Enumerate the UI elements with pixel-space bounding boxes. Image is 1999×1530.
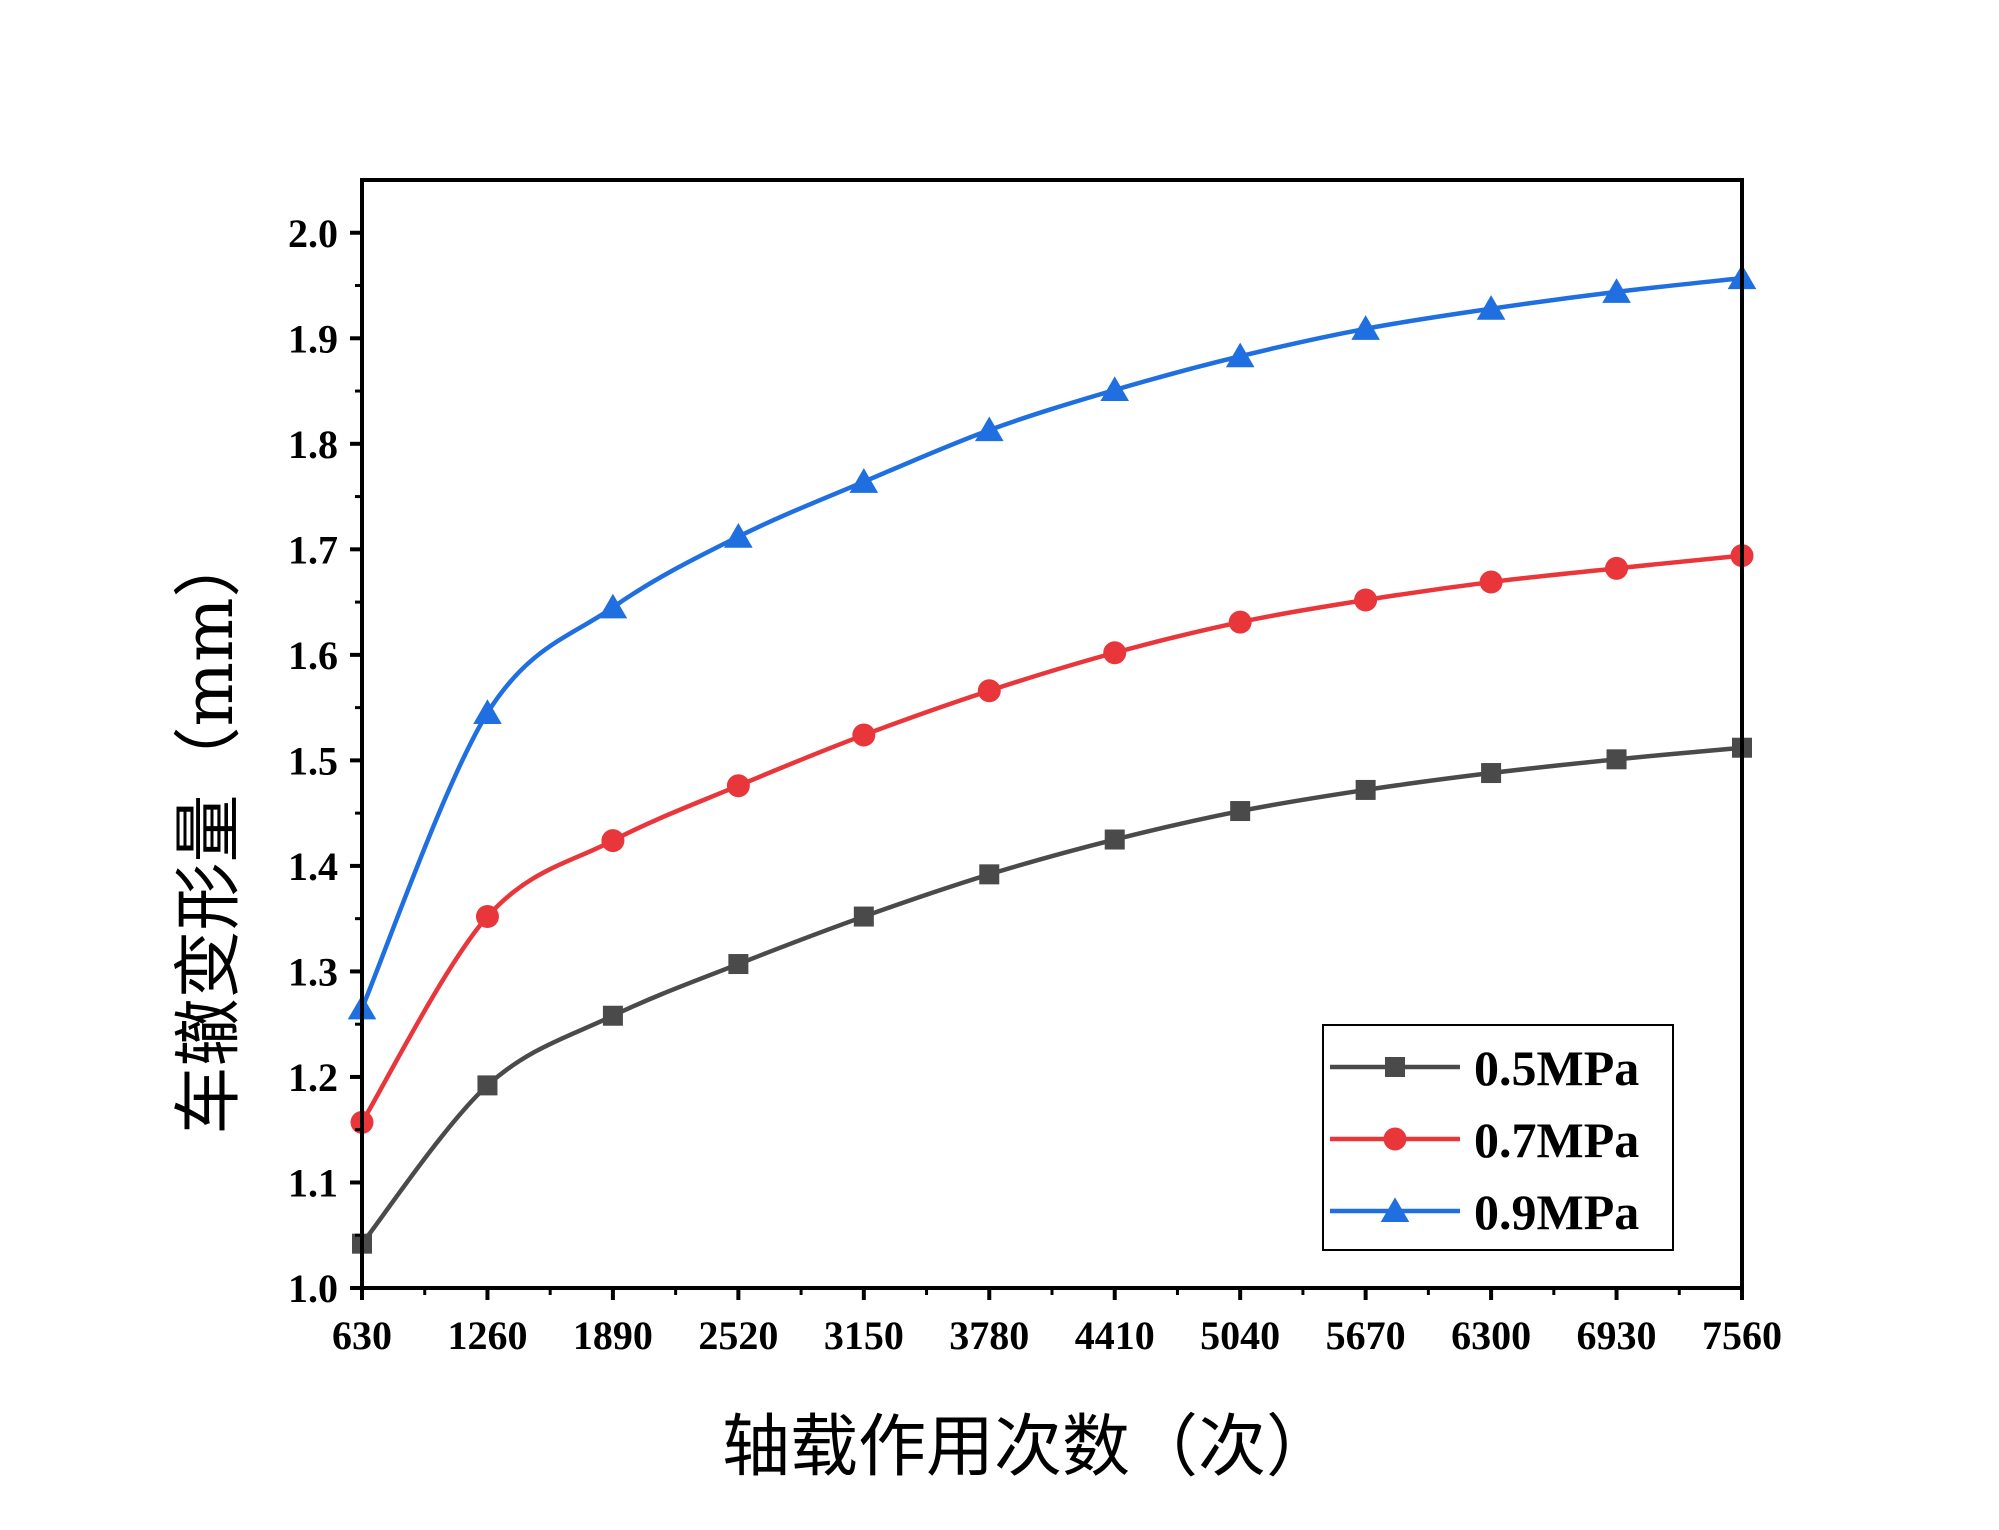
x-tick-label-3: 2520 [698, 1313, 778, 1358]
series-0-point-3 [728, 954, 749, 975]
x-tick-label-8: 5670 [1326, 1313, 1406, 1358]
series-0-point-5 [979, 864, 1000, 885]
series-2-point-9 [1476, 295, 1506, 320]
x-tick-label-11: 7560 [1702, 1313, 1782, 1358]
series-2-point-2 [598, 593, 628, 619]
series-2-point-1 [473, 699, 502, 724]
legend-label-1: 0.7MPa [1474, 1112, 1639, 1168]
y-tick-label-3: 1.3 [288, 949, 338, 994]
y-axis-title: 车辙变形量（mm） [170, 530, 249, 1135]
series-2-point-5 [974, 416, 1004, 442]
series-1-point-5 [977, 679, 1001, 703]
series-layer [347, 264, 1757, 1254]
y-tick-label-0: 1.0 [288, 1266, 338, 1311]
x-tick-label-2: 1890 [573, 1313, 653, 1358]
series-0-point-6 [1104, 829, 1125, 850]
series-0 [352, 737, 1752, 1254]
y-tick-label-5: 1.5 [288, 738, 338, 783]
series-0-point-7 [1230, 801, 1251, 822]
x-tick-label-10: 6930 [1577, 1313, 1657, 1358]
x-tick-label-5: 3780 [949, 1313, 1029, 1358]
series-0-point-4 [853, 906, 874, 927]
x-tick-label-6: 4410 [1075, 1313, 1155, 1358]
legend-marker-0 [1385, 1057, 1405, 1077]
series-2 [347, 264, 1757, 1020]
legend-item-1: 0.7MPa [1330, 1112, 1639, 1168]
series-1-point-3 [726, 774, 750, 798]
series-1-point-1 [475, 905, 499, 929]
series-0-point-8 [1355, 779, 1376, 800]
legend-label-0: 0.5MPa [1474, 1040, 1639, 1096]
legend-item-0: 0.5MPa [1330, 1040, 1639, 1096]
x-tick-label-7: 5040 [1200, 1313, 1280, 1358]
series-1 [350, 544, 1754, 1134]
legend-marker-1 [1383, 1127, 1407, 1151]
series-1-point-6 [1103, 641, 1127, 665]
series-1-point-10 [1605, 556, 1629, 580]
y-tick-label-8: 1.8 [288, 422, 338, 467]
x-tick-label-4: 3150 [824, 1313, 904, 1358]
series-2-point-7 [1225, 342, 1255, 368]
series-0-point-10 [1606, 749, 1627, 770]
series-1-point-2 [601, 829, 625, 853]
x-tick-label-1: 1260 [447, 1313, 527, 1358]
legend-marker-2 [1380, 1197, 1410, 1223]
y-tick-label-1: 1.1 [288, 1160, 338, 1205]
legend: 0.5MPa 0.7MPa 0.9MPa [1322, 1024, 1674, 1251]
series-2-point-3 [724, 523, 753, 548]
y-tick-label-2: 1.2 [288, 1055, 338, 1100]
series-1-point-7 [1228, 610, 1252, 634]
series-1-point-4 [852, 723, 876, 747]
x-tick-label-9: 6300 [1451, 1313, 1531, 1358]
series-0-point-1 [477, 1075, 498, 1096]
series-1-point-9 [1479, 570, 1503, 594]
x-tick-label-0: 630 [332, 1313, 392, 1358]
y-tick-label-7: 1.7 [288, 527, 338, 572]
x-axis-title: 轴载作用次数（次） [722, 1408, 1334, 1487]
series-2-point-8 [1351, 315, 1380, 340]
series-0-point-9 [1481, 763, 1502, 784]
series-0-point-2 [602, 1005, 623, 1026]
axes-layer: 1.0 1.1 1.2 1.3 1.4 1.5 1.6 1.7 1.8 1.9 2.0 630 1260… [288, 178, 1782, 1358]
legend-item-2: 0.9MPa [1330, 1184, 1639, 1240]
series-2-point-6 [1100, 376, 1130, 402]
y-tick-label-4: 1.4 [288, 844, 338, 889]
y-tick-label-9: 1.9 [288, 316, 338, 361]
series-2-point-10 [1602, 278, 1631, 303]
series-1-point-8 [1354, 588, 1378, 612]
legend-label-2: 0.9MPa [1474, 1184, 1639, 1240]
y-tick-label-6: 1.6 [288, 633, 338, 678]
y-tick-label-10: 2.0 [288, 211, 338, 256]
series-2-point-4 [849, 468, 879, 493]
